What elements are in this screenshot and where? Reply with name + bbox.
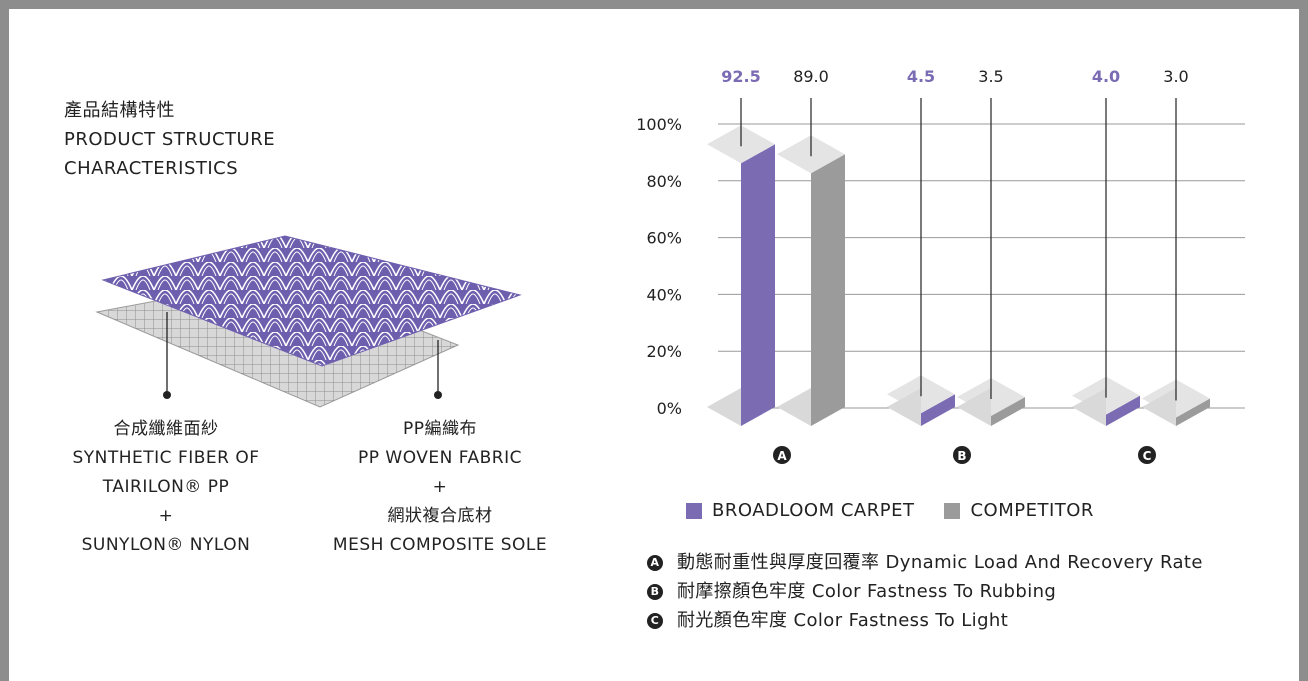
badge-c: C: [647, 612, 663, 629]
value-label: 3.5: [978, 67, 1003, 86]
badge-a: A: [647, 554, 663, 571]
value-label: 92.5: [721, 67, 760, 86]
value-label: 4.0: [1092, 67, 1120, 86]
bar-competitor: [1176, 398, 1210, 426]
bar-chart: 0% 20% 40% 60% 80% 100% 92.5 89.0 A 4.5 3.5 B 4.0 3.0…: [636, 67, 1245, 464]
bar-base: [957, 388, 991, 426]
bar-base: [707, 388, 741, 426]
bar-base: [887, 388, 921, 426]
note-c: C 耐光顏色牢度 Color Fastness To Light: [647, 606, 1203, 635]
y-tick-label: 80%: [646, 172, 682, 191]
heading-en-line1: PRODUCT STRUCTURE: [64, 129, 276, 150]
top-layer-zh: 合成纖維面紗: [113, 419, 219, 439]
y-tick-label: 0%: [657, 399, 682, 418]
category-badge-label: A: [777, 449, 787, 463]
top-layer-pointer-dot: [163, 391, 171, 399]
bar-competitor: [991, 397, 1025, 426]
structure-heading: 產品結構特性 PRODUCT STRUCTURE CHARACTERISTICS: [64, 96, 275, 183]
category-badge-label: C: [1143, 449, 1152, 463]
top-layer-en-line3: SUNYLON® NYLON: [81, 535, 251, 555]
heading-zh: 產品結構特性: [64, 100, 175, 121]
legend-item-broadloom: BROADLOOM CARPET: [686, 500, 914, 521]
bottom-layer-plus: +: [432, 477, 448, 497]
top-layer-en-line1: SYNTHETIC FIBER OF: [72, 448, 260, 468]
top-layer-en-line2: TAIRILON® PP: [102, 477, 230, 497]
layer-illustration: [95, 235, 522, 408]
top-layer-plus: +: [158, 506, 174, 526]
y-tick-label: 20%: [646, 342, 682, 361]
bar-base: [1142, 388, 1176, 426]
bar-broadloom: [1106, 395, 1140, 426]
top-layer-caption: 合成纖維面紗 SYNTHETIC FIBER OF TAIRILON® PP +…: [50, 415, 282, 560]
bar-base: [1072, 388, 1106, 426]
bottom-layer-zh2: 網狀複合底材: [387, 506, 493, 526]
legend-swatch-competitor: [944, 502, 961, 519]
category-badge: [953, 446, 971, 464]
note-c-text: 耐光顏色牢度 Color Fastness To Light: [677, 610, 1009, 631]
y-tick-label: 40%: [646, 285, 682, 304]
bottom-layer-pointer-dot: [434, 391, 442, 399]
legend-swatch-broadloom: [686, 502, 702, 519]
chart-legend: BROADLOOM CARPET COMPETITOR: [686, 500, 1124, 521]
category-badge: [773, 446, 791, 464]
woven-layer: [101, 235, 522, 367]
bottom-layer-caption: PP編織布 PP WOVEN FABRIC + 網狀複合底材 MESH COMP…: [300, 415, 580, 560]
value-label: 89.0: [793, 67, 829, 86]
bottom-layer-zh: PP編織布: [402, 419, 477, 439]
heading-en-line2: CHARACTERISTICS: [64, 158, 239, 179]
note-b-text: 耐摩擦顏色牢度 Color Fastness To Rubbing: [677, 581, 1057, 602]
legend-item-competitor: COMPETITOR: [944, 500, 1093, 521]
bottom-layer-en-line2: MESH COMPOSITE SOLE: [332, 535, 548, 555]
note-a: A 動態耐重性與厚度回覆率 Dynamic Load And Recovery …: [647, 548, 1203, 577]
bar-broadloom: [921, 394, 955, 426]
legend-label-competitor: COMPETITOR: [970, 500, 1094, 521]
bar-broadloom: [741, 144, 775, 427]
note-a-text: 動態耐重性與厚度回覆率 Dynamic Load And Recovery Ra…: [677, 552, 1203, 573]
category-badge: [1138, 446, 1156, 464]
bar-competitor: [811, 154, 845, 427]
value-label: 4.5: [907, 67, 935, 86]
bar-base: [777, 388, 811, 426]
category-badge-label: B: [957, 449, 966, 463]
y-tick-label: 60%: [646, 229, 682, 248]
value-label: 3.0: [1163, 67, 1188, 86]
badge-b: B: [647, 583, 663, 600]
legend-label-broadloom: BROADLOOM CARPET: [712, 500, 915, 521]
category-notes: A 動態耐重性與厚度回覆率 Dynamic Load And Recovery …: [647, 548, 1203, 635]
bottom-layer-en-line1: PP WOVEN FABRIC: [358, 448, 522, 468]
note-b: B 耐摩擦顏色牢度 Color Fastness To Rubbing: [647, 577, 1203, 606]
y-tick-label: 100%: [636, 115, 682, 134]
